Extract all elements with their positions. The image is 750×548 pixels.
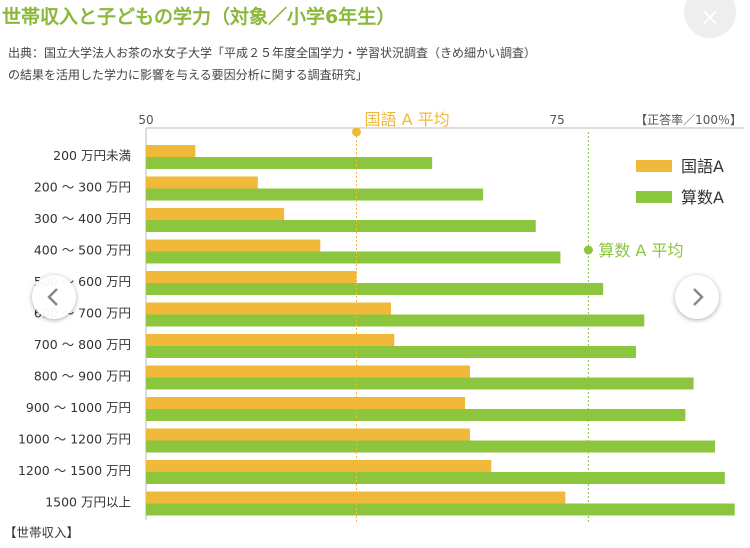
bar-kokugo-a xyxy=(146,302,392,315)
bar-kokugo-a xyxy=(146,239,321,252)
source-line-1: 出典：国立大学法人お茶の水女子大学「平成２５年度全国学力・学習状況調査（きめ細か… xyxy=(8,46,537,60)
category-label: 800 ～ 900 万円 xyxy=(34,369,131,384)
category-label: 1500 万円以上 xyxy=(45,495,131,510)
x-tick-label: 75 xyxy=(549,113,564,127)
unit-label: 【正答率／100％】 xyxy=(635,112,742,127)
bar-sansu-a xyxy=(146,377,694,390)
next-arrow-button[interactable] xyxy=(675,275,719,319)
chevron-right-icon xyxy=(693,288,704,306)
bar-sansu-a xyxy=(146,220,536,232)
bar-kokugo-a xyxy=(146,365,470,378)
category-label: 900 ～ 1000 万円 xyxy=(26,400,131,415)
bar-kokugo-a xyxy=(146,397,466,409)
x-tick-label: 50 xyxy=(138,113,153,127)
previous-arrow-button[interactable] xyxy=(32,275,76,319)
category-label: 200 万円未満 xyxy=(53,148,131,163)
category-label: 1000 ～ 1200 万円 xyxy=(18,432,131,447)
sansu-average-marker xyxy=(583,245,593,255)
bar-kokugo-a xyxy=(146,176,258,189)
sansu-average-label: 算数 A 平均 xyxy=(598,241,683,260)
legend-label: 国語A xyxy=(681,157,724,176)
bar-sansu-a xyxy=(146,440,715,453)
chart-bars xyxy=(146,145,735,516)
category-label: 300 ～ 400 万円 xyxy=(34,211,131,226)
chart-title: 世帯収入と子どもの学力（対象／小学6年生） xyxy=(2,6,396,28)
kokugo-average-label: 国語 A 平均 xyxy=(364,110,449,129)
kokugo-average-marker xyxy=(351,127,361,137)
bar-sansu-a xyxy=(146,283,604,295)
bar-sansu-a xyxy=(146,251,561,264)
source-line-2: の結果を活用した学力に影響を与える要因分析に関する調査研究」 xyxy=(8,68,368,82)
bar-sansu-a xyxy=(146,188,484,201)
bar-kokugo-a xyxy=(146,334,395,346)
category-labels: 200 万円未満 200 ～ 300 万円 300 ～ 400 万円 400 ～ 50… xyxy=(4,148,131,540)
category-label: 400 ～ 500 万円 xyxy=(34,243,131,258)
bar-kokugo-a xyxy=(146,491,566,504)
chart-legend: 国語A 算数A xyxy=(636,157,724,207)
bar-sansu-a xyxy=(146,472,725,484)
legend-swatch xyxy=(636,160,672,172)
bar-sansu-a xyxy=(146,346,637,358)
category-label: 200 ～ 300 万円 xyxy=(34,180,131,195)
bar-sansu-a xyxy=(146,503,735,516)
bar-sansu-a xyxy=(146,314,645,327)
category-label: 700 ～ 800 万円 xyxy=(34,337,131,352)
category-label: 1200 ～ 1500 万円 xyxy=(18,463,131,478)
chevron-left-icon xyxy=(47,288,58,306)
source-citation: 出典：国立大学法人お茶の水女子大学「平成２５年度全国学力・学習状況調査（きめ細か… xyxy=(8,42,536,86)
bar-sansu-a xyxy=(146,409,686,421)
category-axis-label: 【世帯収入】 xyxy=(4,525,79,540)
bar-kokugo-a xyxy=(146,271,357,283)
bar-sansu-a xyxy=(146,157,433,169)
legend-swatch xyxy=(636,191,672,203)
bar-kokugo-a xyxy=(146,208,285,220)
bar-kokugo-a xyxy=(146,460,492,472)
x-tick-labels: 50 75 【正答率／100％】 xyxy=(138,112,742,127)
bar-kokugo-a xyxy=(146,145,196,157)
legend-label: 算数A xyxy=(681,188,724,207)
bar-kokugo-a xyxy=(146,428,470,441)
